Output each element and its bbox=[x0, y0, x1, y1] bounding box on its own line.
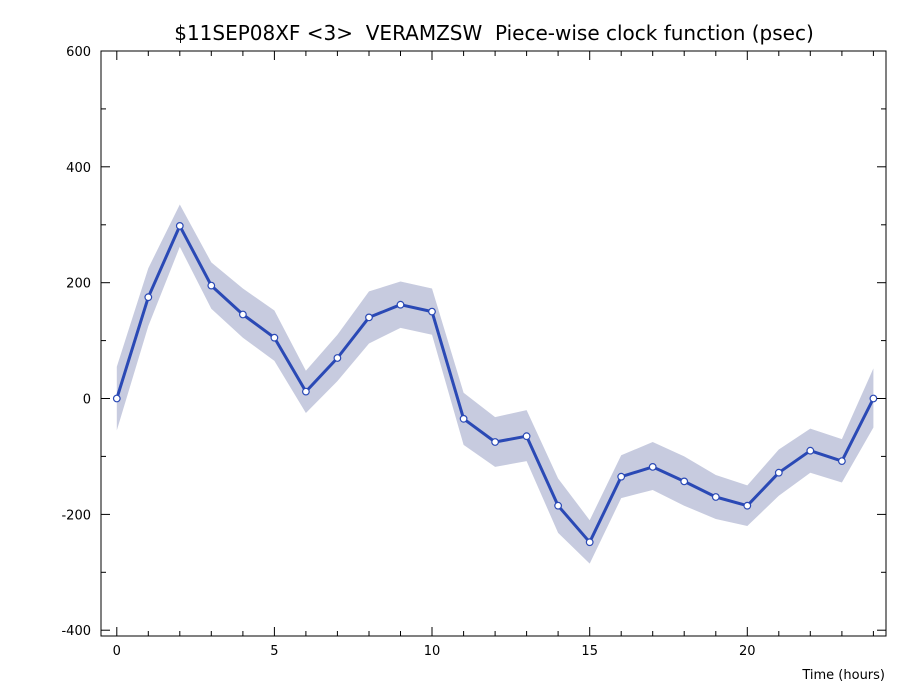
x-tick-label: 0 bbox=[113, 644, 121, 659]
series-0-point bbox=[838, 457, 846, 466]
y-tick-label: 200 bbox=[66, 277, 91, 292]
series-0-point bbox=[428, 307, 436, 316]
series-0-point bbox=[617, 472, 626, 481]
x-tick-label: 15 bbox=[581, 644, 598, 659]
axes: 0 5 10 15 20 -400 -200 0 200 400 600 bbox=[61, 45, 886, 659]
series-0-point bbox=[144, 293, 153, 302]
series-0-point bbox=[270, 333, 279, 342]
series-0-point bbox=[459, 414, 468, 423]
series-0-point bbox=[491, 438, 500, 446]
x-tick-label: 10 bbox=[424, 644, 441, 659]
series-0-point bbox=[554, 501, 562, 510]
y-tick-label: 400 bbox=[66, 161, 91, 176]
series-0-point bbox=[585, 538, 594, 547]
y-tick-label: 0 bbox=[83, 393, 91, 408]
x-axis-label: Time (hours) bbox=[801, 668, 885, 683]
series-0-point bbox=[869, 394, 878, 403]
plot-area bbox=[112, 204, 878, 564]
series-0-error-band bbox=[116, 204, 874, 564]
series-0-point bbox=[711, 493, 720, 501]
series-0-point bbox=[207, 281, 216, 290]
y-tick-label: 600 bbox=[66, 45, 91, 60]
chart-title: $11SEP08XF <3> VERAMZSW Piece-wise clock… bbox=[174, 21, 814, 45]
series-0-point bbox=[806, 446, 815, 455]
series-0-point bbox=[302, 387, 310, 396]
series-0-point bbox=[396, 300, 405, 309]
series-0-point bbox=[333, 354, 342, 362]
y-tick-label: -200 bbox=[61, 508, 91, 523]
series-0-point bbox=[774, 468, 783, 477]
series-0-point bbox=[365, 313, 373, 322]
series-0-point bbox=[522, 432, 531, 441]
y-tick-label: -400 bbox=[61, 624, 91, 639]
series-0-point bbox=[238, 310, 247, 319]
series-0-point bbox=[743, 501, 752, 510]
x-tick-label: 20 bbox=[739, 644, 756, 659]
plot-frame bbox=[100, 50, 887, 637]
series-0-point bbox=[175, 221, 184, 230]
series-0-point bbox=[112, 394, 121, 403]
series-0-point bbox=[648, 463, 657, 471]
x-tick-label: 5 bbox=[270, 644, 278, 659]
series-0-point bbox=[680, 477, 689, 486]
